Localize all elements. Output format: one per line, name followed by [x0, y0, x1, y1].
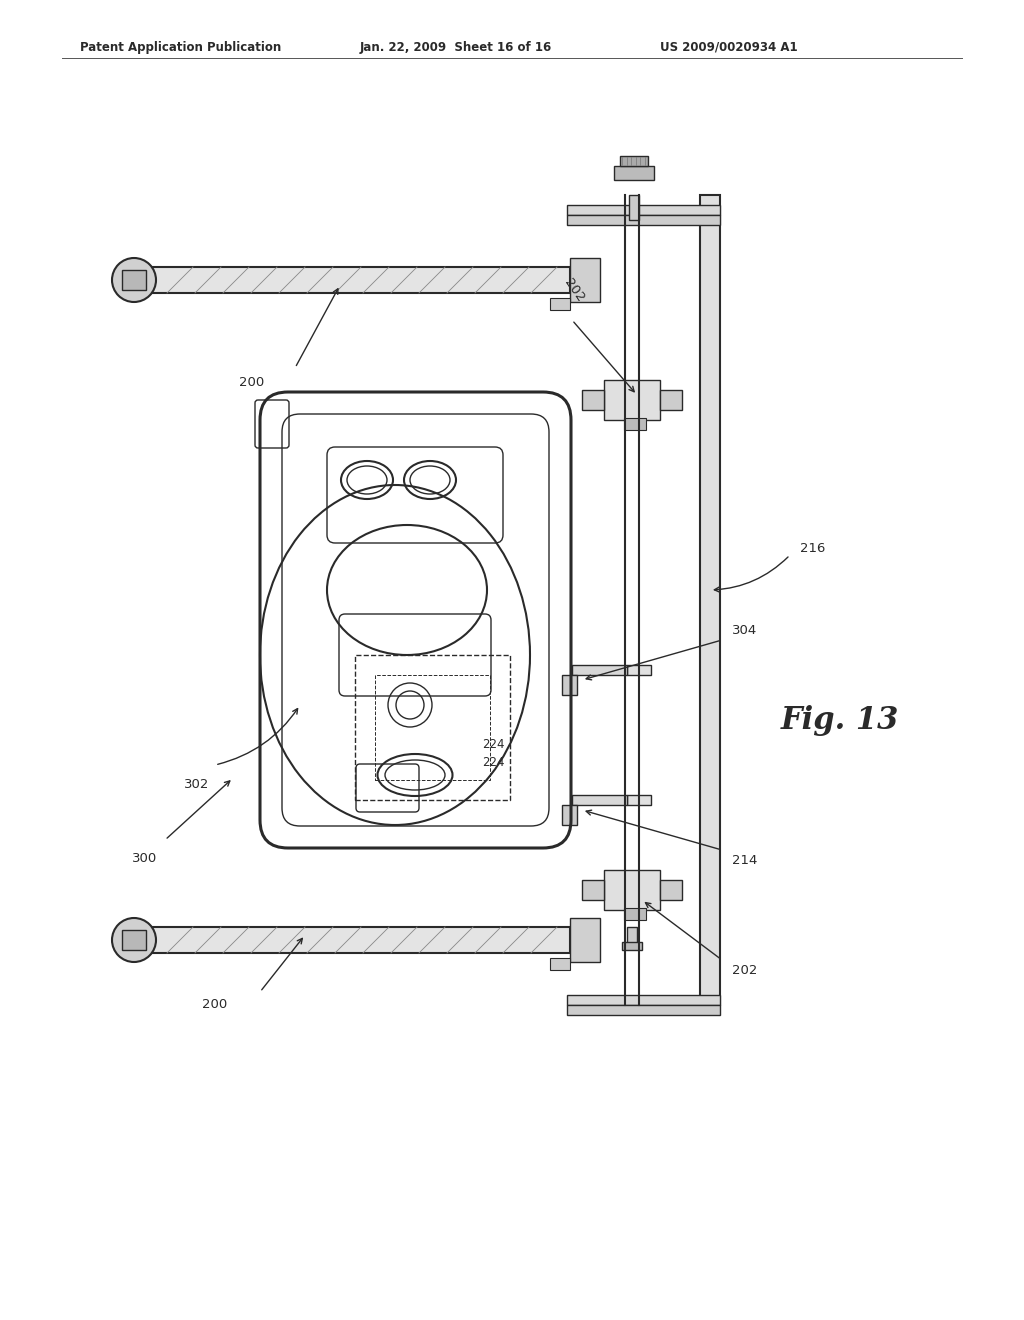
- Text: 224: 224: [482, 738, 505, 751]
- Bar: [700, 195, 720, 1005]
- Text: 200: 200: [240, 375, 264, 388]
- Bar: [660, 389, 682, 411]
- Text: 216: 216: [800, 541, 825, 554]
- Bar: [624, 418, 646, 430]
- Bar: [375, 675, 490, 780]
- Bar: [567, 205, 720, 215]
- Bar: [570, 257, 600, 302]
- Bar: [122, 271, 146, 290]
- Text: Jan. 22, 2009  Sheet 16 of 16: Jan. 22, 2009 Sheet 16 of 16: [360, 41, 552, 54]
- Bar: [604, 380, 660, 420]
- Text: Patent Application Publication: Patent Application Publication: [80, 41, 282, 54]
- Text: 304: 304: [732, 623, 758, 636]
- Text: 214: 214: [732, 854, 758, 866]
- Bar: [567, 1005, 720, 1015]
- Bar: [570, 917, 600, 962]
- Text: 200: 200: [203, 998, 227, 1011]
- Bar: [582, 880, 604, 900]
- Bar: [620, 156, 648, 166]
- Circle shape: [112, 917, 156, 962]
- Bar: [627, 795, 651, 805]
- Bar: [550, 958, 570, 970]
- Text: 202: 202: [732, 964, 758, 977]
- Bar: [572, 795, 627, 805]
- Bar: [604, 870, 660, 909]
- Bar: [629, 195, 639, 220]
- Bar: [550, 298, 570, 310]
- Bar: [152, 267, 570, 293]
- Bar: [614, 166, 654, 180]
- Bar: [355, 655, 510, 800]
- Text: Fig. 13: Fig. 13: [781, 705, 899, 735]
- Text: 300: 300: [132, 851, 158, 865]
- Bar: [660, 880, 682, 900]
- Bar: [627, 927, 637, 945]
- Text: 202: 202: [561, 276, 587, 304]
- Text: 224: 224: [482, 756, 505, 770]
- Bar: [627, 665, 651, 675]
- Bar: [582, 389, 604, 411]
- Bar: [152, 927, 570, 953]
- Bar: [562, 805, 577, 825]
- Text: US 2009/0020934 A1: US 2009/0020934 A1: [660, 41, 798, 54]
- Bar: [122, 931, 146, 950]
- Circle shape: [112, 257, 156, 302]
- Bar: [567, 995, 720, 1005]
- Bar: [572, 665, 627, 675]
- Bar: [562, 675, 577, 696]
- Bar: [567, 215, 720, 224]
- Bar: [622, 942, 642, 950]
- Bar: [624, 908, 646, 920]
- Text: 302: 302: [184, 779, 210, 792]
